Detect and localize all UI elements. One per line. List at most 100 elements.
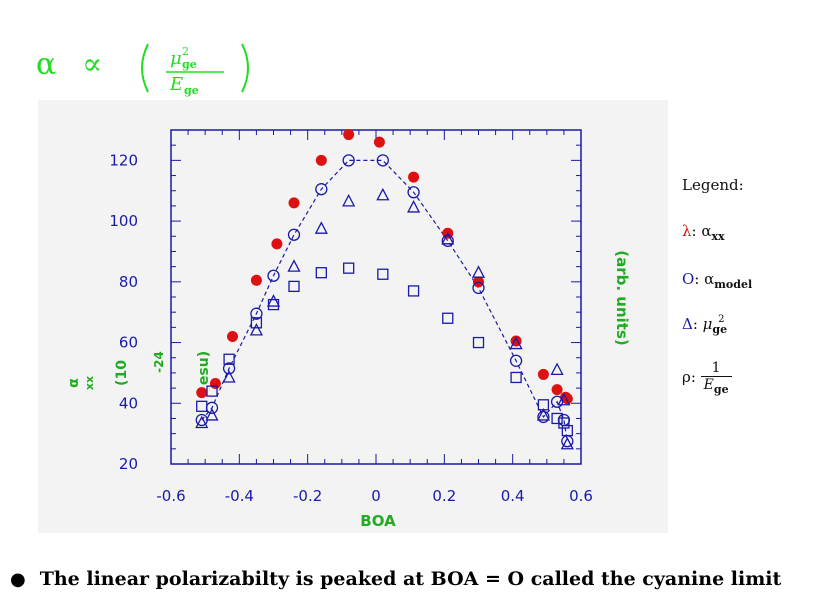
mu-squared-point: [222, 370, 236, 383]
legend-entry-alpha-model: O: αmodel: [682, 270, 753, 291]
inverse-energy-point: [196, 400, 208, 412]
legend-label-alpha: α: [701, 222, 712, 240]
legend-fraction-den-symbol: E: [703, 377, 714, 393]
alpha-model-point: [472, 281, 485, 295]
alpha-model-point: [537, 410, 550, 424]
legend-fraction-denominator: Ege: [701, 377, 732, 396]
bullet-statement: ● The linear polarizabilty is peaked at B…: [10, 568, 815, 596]
inverse-energy-point: [288, 280, 300, 293]
inverse-energy-point: [250, 317, 263, 329]
mu-squared-point: [557, 392, 571, 406]
mu-squared-point: [509, 336, 523, 350]
x-tick-label: 0.6: [569, 487, 593, 505]
alpha-model-point: [222, 362, 236, 375]
inverse-energy-point: [267, 298, 280, 311]
x-tick-label: 0: [371, 487, 381, 505]
formula-fraction: μ 2 ge E ge: [141, 43, 249, 97]
x-axis-title: BOA: [360, 512, 396, 530]
mu-squared-point: [249, 322, 263, 336]
y-axis-title-alpha: α: [66, 378, 82, 388]
y-axis-title-left: α xx (10 -24 esu): [66, 351, 212, 390]
alpha-model-point: [267, 269, 280, 282]
mu-squared-point: [195, 415, 209, 429]
inverse-energy-point: [315, 267, 327, 279]
data-series: [195, 129, 574, 450]
mu-squared-point: [441, 231, 455, 245]
y-tick-label: 20: [119, 455, 138, 473]
inverse-energy-point: [558, 417, 570, 429]
mu-squared-point: [550, 362, 564, 376]
inverse-energy-point: [407, 285, 420, 297]
legend-title: Legend:: [682, 176, 744, 194]
inverse-energy-point: [206, 385, 218, 397]
legend-label-sup: 2: [718, 314, 725, 325]
mu-squared-point: [314, 221, 328, 234]
alpha-xx-point: [551, 384, 563, 396]
x-tick-label: 0.2: [432, 487, 456, 505]
legend-marker-delta: Δ: [682, 315, 693, 333]
inverse-energy-point: [537, 399, 550, 411]
inverse-energy-point: [472, 336, 485, 349]
legend-entry-mu-squared: Δ: μge2: [682, 314, 728, 336]
formula-numerator-sub: ge: [182, 58, 197, 71]
alpha-xx-point: [250, 274, 262, 286]
y-axis-title-exponent: -24: [152, 351, 166, 373]
alpha-xx-point: [408, 171, 420, 183]
alpha-model-point: [550, 395, 564, 408]
mu-squared-point: [205, 408, 219, 421]
alpha-model-point: [376, 154, 389, 167]
alpha-model-point: [407, 186, 420, 199]
legend-entry-alpha-xx: λ: αxx: [682, 222, 725, 243]
x-tick-label: 0.4: [501, 487, 525, 505]
chart-panel: -0.6 -0.4 -0.2 0 0.2 0.4 0.6 20 40 60 80 100 120 BOA…: [38, 100, 668, 533]
y-tick-label: 60: [119, 334, 138, 352]
legend-label-sub: model: [714, 278, 753, 291]
legend-marker-o: O: [682, 270, 695, 288]
alpha-model-point: [287, 228, 301, 241]
right-paren: [241, 43, 249, 93]
alpha-xx-point: [537, 368, 549, 380]
mu-squared-point: [407, 200, 421, 213]
alpha-xx-point: [373, 136, 385, 148]
y-axis-title-alpha-sub: xx: [83, 376, 96, 390]
model-dashed-line: [201, 159, 568, 442]
y-axis-title-unit: (10: [114, 360, 130, 386]
formula-numerator-sup: 2: [182, 45, 189, 58]
alpha-model-point: [342, 154, 355, 167]
bullet-text: The linear polarizabilty is peaked at BO…: [39, 568, 782, 590]
left-paren: [141, 43, 149, 93]
alpha-xx-point: [315, 154, 327, 166]
legend: Legend: λ: αxx O: αmodel Δ: μge2 ρ: 1 Eg…: [682, 172, 812, 412]
formula-numerator: μ: [170, 48, 182, 69]
legend-marker-lambda: λ: [682, 222, 692, 240]
formula-denominator: E: [169, 74, 183, 95]
mu-squared-point: [471, 265, 486, 278]
alpha-model-point: [315, 183, 328, 196]
legend-label-mu: μ: [702, 315, 713, 333]
axes: -0.6 -0.4 -0.2 0 0.2 0.4 0.6 20 40 60 80 100 120: [109, 129, 593, 505]
bullet-icon: ●: [10, 569, 26, 590]
legend-label-sub: ge: [712, 323, 728, 336]
inverse-energy-point: [377, 268, 389, 280]
legend-label-sub: xx: [711, 230, 725, 243]
legend-fraction-den-sub: ge: [713, 383, 729, 396]
alpha-model-point: [250, 307, 263, 320]
legend-marker-rho: ρ: [682, 368, 691, 386]
legend-fraction-numerator: 1: [700, 360, 732, 377]
inverse-energy-point: [561, 424, 573, 437]
alpha-xx-point: [227, 330, 238, 342]
alpha-model-point: [509, 354, 523, 367]
mu-squared-point: [536, 408, 550, 421]
legend-entry-inverse-energy: ρ: 1 Ege: [682, 360, 732, 396]
alpha-xx-point: [271, 238, 283, 250]
mu-squared-point: [376, 187, 390, 201]
x-tick-label: -0.4: [225, 487, 254, 505]
alpha-model-point: [441, 234, 454, 247]
x-tick-label: -0.6: [156, 487, 185, 505]
proportionality-formula: α ∝ μ 2 ge E ge: [36, 38, 256, 98]
inverse-energy-point: [223, 353, 235, 365]
y-axis-title-unit-end: esu): [196, 351, 212, 385]
y-tick-label: 40: [119, 394, 138, 412]
mu-squared-point: [266, 294, 281, 307]
inverse-energy-point: [510, 371, 522, 384]
